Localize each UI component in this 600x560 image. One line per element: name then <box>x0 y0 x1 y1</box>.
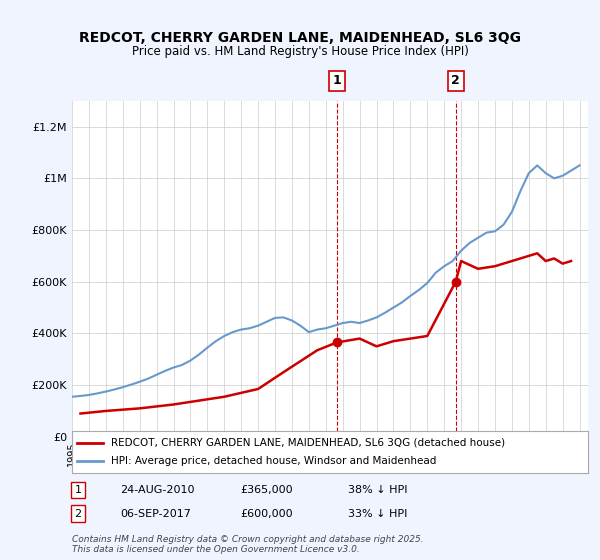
Text: 1: 1 <box>332 74 341 87</box>
Text: 24-AUG-2010: 24-AUG-2010 <box>120 485 194 495</box>
Text: REDCOT, CHERRY GARDEN LANE, MAIDENHEAD, SL6 3QG (detached house): REDCOT, CHERRY GARDEN LANE, MAIDENHEAD, … <box>110 438 505 448</box>
Text: REDCOT, CHERRY GARDEN LANE, MAIDENHEAD, SL6 3QG: REDCOT, CHERRY GARDEN LANE, MAIDENHEAD, … <box>79 31 521 45</box>
Text: HPI: Average price, detached house, Windsor and Maidenhead: HPI: Average price, detached house, Wind… <box>110 456 436 466</box>
Text: 06-SEP-2017: 06-SEP-2017 <box>120 508 191 519</box>
Text: £365,000: £365,000 <box>240 485 293 495</box>
Text: £600,000: £600,000 <box>240 508 293 519</box>
Text: Contains HM Land Registry data © Crown copyright and database right 2025.
This d: Contains HM Land Registry data © Crown c… <box>72 535 424 554</box>
Text: 1: 1 <box>74 485 82 495</box>
Text: 38% ↓ HPI: 38% ↓ HPI <box>348 485 407 495</box>
Text: 2: 2 <box>451 74 460 87</box>
Text: Price paid vs. HM Land Registry's House Price Index (HPI): Price paid vs. HM Land Registry's House … <box>131 45 469 58</box>
Text: 2: 2 <box>74 508 82 519</box>
Text: 33% ↓ HPI: 33% ↓ HPI <box>348 508 407 519</box>
